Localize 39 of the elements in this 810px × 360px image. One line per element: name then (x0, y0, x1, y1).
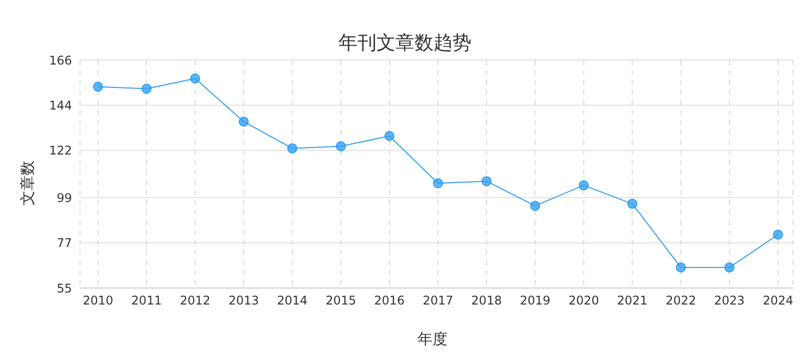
x-tick-label: 2021 (617, 294, 648, 308)
x-tick-label: 2017 (422, 294, 454, 308)
y-tick-label: 99 (56, 190, 72, 205)
x-tick-label: 2018 (471, 294, 502, 308)
point (336, 141, 346, 152)
x-tick-label: 2016 (374, 294, 405, 308)
x-tick-label: 2013 (228, 294, 259, 308)
point (530, 200, 540, 211)
x-tick-label: 2010 (82, 294, 114, 308)
y-axis-title: 文章数 (18, 160, 38, 206)
y-tick-label: 122 (49, 144, 72, 158)
x-tick-label: 2015 (326, 294, 356, 308)
point (238, 116, 249, 127)
y-tick-label: 144 (49, 98, 72, 112)
x-tick-label: 2020 (568, 294, 599, 308)
chart-title: 年刊文章数趋势 (338, 32, 472, 54)
y-tick-label: 166 (49, 53, 72, 68)
point (142, 84, 152, 94)
x-tick-label: 2019 (520, 294, 550, 308)
x-tick-label: 2024 (762, 294, 794, 308)
y-tick-label: 55 (56, 281, 72, 296)
point (724, 262, 734, 272)
point (676, 262, 686, 272)
y-tick-label: 77 (56, 236, 72, 250)
point (482, 176, 492, 186)
point (93, 82, 103, 92)
x-tick-label: 2012 (180, 294, 210, 308)
point (287, 143, 298, 154)
x-tick-label: 2023 (714, 294, 745, 308)
point (384, 131, 394, 141)
point (627, 198, 638, 209)
point (773, 230, 783, 240)
x-tick-label: 2022 (666, 294, 696, 308)
x-axis-title: 年度 (416, 330, 448, 349)
point (190, 73, 200, 84)
point (578, 180, 589, 190)
point (433, 178, 443, 188)
x-tick-label: 2011 (131, 294, 162, 308)
x-tick-label: 2014 (277, 294, 308, 308)
